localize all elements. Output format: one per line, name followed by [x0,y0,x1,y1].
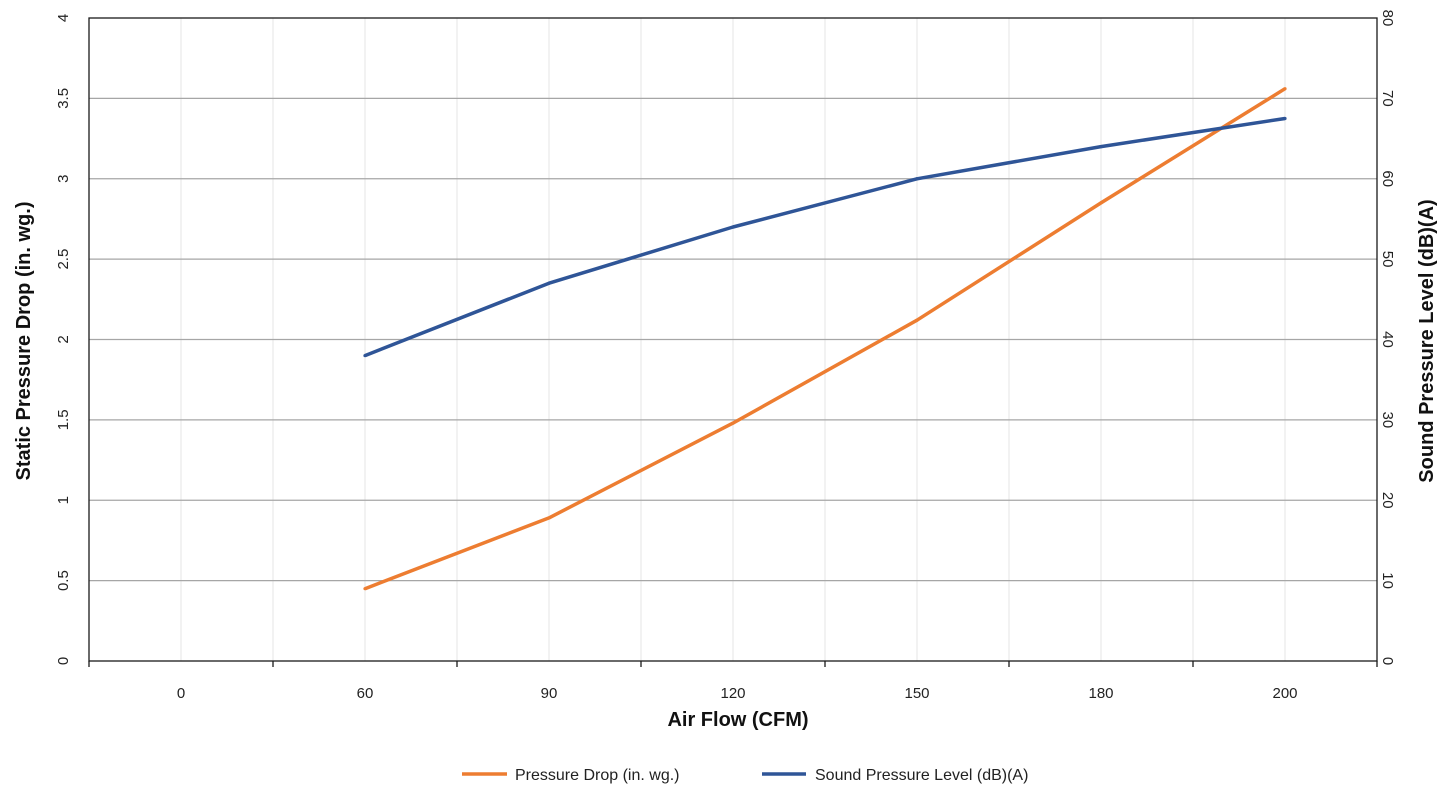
left-tick-label: 3 [55,175,72,183]
x-tick-labels: 0 60 90 120 150 180 200 [177,685,1298,702]
left-tick-label: 2.5 [55,249,72,270]
right-tick-label: 0 [1379,657,1396,665]
data-point-pressure-drop [1283,87,1287,91]
x-tick-label: 90 [541,685,558,702]
data-point-sound-pressure [363,353,367,358]
left-tick-label: 3.5 [55,88,72,109]
data-point-pressure-drop [915,318,919,322]
left-tick-labels: 0 0.5 1 1.5 2 2.5 3 3.5 4 [55,14,72,665]
data-point-pressure-drop [547,516,551,520]
x-tick-label: 180 [1088,685,1113,702]
left-tick-label: 1 [55,496,72,504]
left-tick-label: 0 [55,657,72,665]
data-point-sound-pressure [915,177,919,181]
right-tick-label: 60 [1379,170,1396,187]
right-axis-title: Sound Pressure Level (dB)(A) [1416,199,1438,482]
x-tick-label: 60 [357,685,374,702]
series-lines [363,87,1287,591]
right-tick-label: 70 [1379,90,1396,107]
legend-label-pressure-drop: Pressure Drop (in. wg.) [515,767,680,784]
right-tick-label: 10 [1379,572,1396,589]
series-line-sound-pressure [364,116,1286,358]
data-point-sound-pressure [1283,116,1287,121]
data-point-sound-pressure [1099,145,1103,149]
data-point-sound-pressure [731,225,735,229]
axes [88,17,1378,667]
right-tick-label: 50 [1379,251,1396,268]
major-gridlines [89,97,1377,582]
x-tick-label: 150 [904,685,929,702]
left-tick-label: 4 [55,14,72,22]
legend-label-sound-pressure: Sound Pressure Level (dB)(A) [815,767,1028,784]
x-axis-title: Air Flow (CFM) [667,709,808,731]
x-tick-label: 0 [177,685,185,702]
right-tick-label: 80 [1379,10,1396,27]
series-line-pressure-drop [364,87,1286,591]
x-tick-label: 120 [720,685,745,702]
x-tick-label: 200 [1272,685,1297,702]
legend: Pressure Drop (in. wg.) Sound Pressure L… [462,767,1028,784]
left-tick-label: 1.5 [55,409,72,430]
data-point-pressure-drop [1099,201,1103,205]
right-tick-labels: 0 10 20 30 40 50 60 70 80 [1379,10,1396,666]
plot-border [88,17,1378,662]
left-tick-label: 2 [55,335,72,343]
right-tick-label: 30 [1379,412,1396,429]
left-axis-title: Static Pressure Drop (in. wg.) [13,202,35,481]
data-point-pressure-drop [363,587,367,591]
data-point-pressure-drop [731,421,735,425]
left-tick-label: 0.5 [55,570,72,591]
data-point-sound-pressure [547,281,551,285]
right-tick-label: 20 [1379,492,1396,509]
right-tick-label: 40 [1379,331,1396,348]
